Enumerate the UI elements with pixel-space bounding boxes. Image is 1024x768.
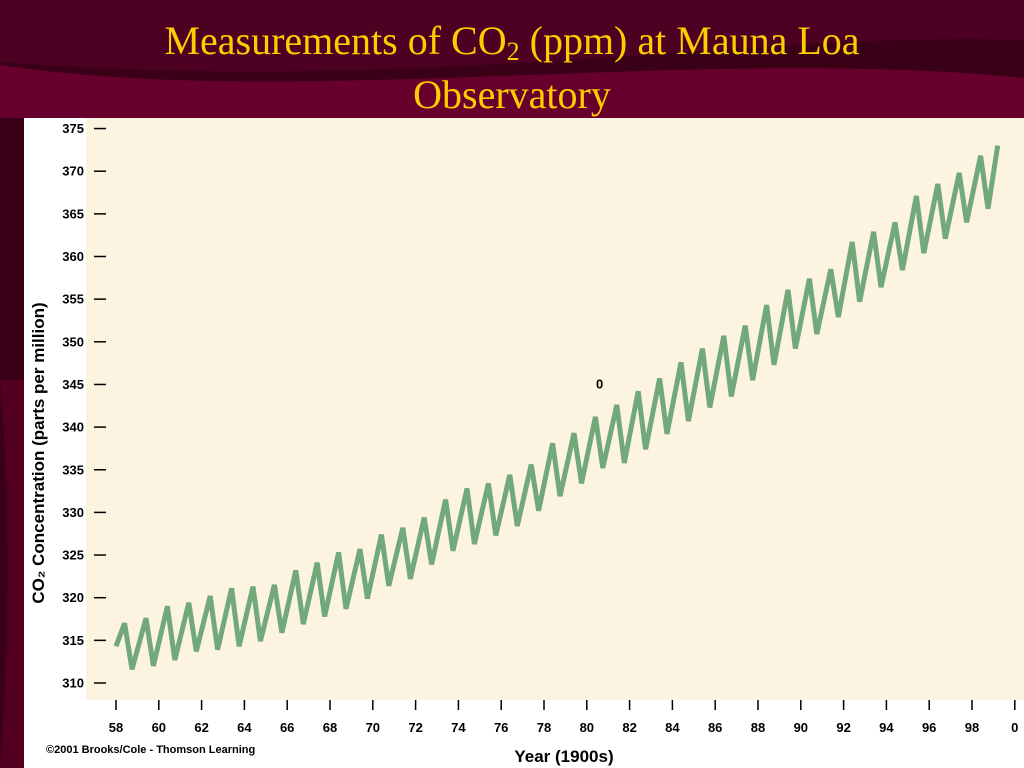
x-tick-label: 80	[580, 720, 594, 735]
y-tick-label: 340	[62, 420, 84, 435]
y-tick-label: 330	[62, 505, 84, 520]
x-tick-label: 92	[836, 720, 850, 735]
annotation-label: 0	[596, 376, 603, 391]
x-tick-label: 68	[323, 720, 337, 735]
series-layer	[113, 145, 1001, 671]
x-tick-label: 84	[665, 720, 680, 735]
x-tick-label: 90	[794, 720, 808, 735]
x-tick-label: 94	[879, 720, 894, 735]
y-tick-label: 365	[62, 206, 84, 221]
title-text-part1: Measurements of CO	[164, 18, 507, 63]
y-tick-label: 375	[62, 121, 84, 136]
plot-area	[86, 118, 1024, 700]
chart-panel: 375 370 365 360 355 350 345 340 335 330 325 320 315 3…	[24, 118, 1024, 768]
y-tick-label: 355	[62, 292, 84, 307]
y-tick-label: 370	[62, 164, 84, 179]
background-swoosh	[0, 0, 1024, 72]
y-tick-label: 310	[62, 676, 84, 691]
x-tick-label: 70	[366, 720, 380, 735]
y-axis: 375 370 365 360 355 350 345 340 335 330 325 320 315 3…	[62, 121, 106, 691]
title-text-part2: (ppm) at Mauna Loa	[519, 18, 860, 63]
x-tick-label: 60	[152, 720, 166, 735]
x-tick-label: 86	[708, 720, 722, 735]
title-line-2: Observatory	[413, 72, 611, 117]
x-tick-label: 82	[622, 720, 636, 735]
x-tick-label: 62	[194, 720, 208, 735]
y-tick-label: 350	[62, 334, 84, 349]
slide-title: Measurements of CO2 (ppm) at Mauna Loa O…	[0, 14, 1024, 122]
x-tick-label: 96	[922, 720, 936, 735]
co2-line-chart: 375 370 365 360 355 350 345 340 335 330 325 320 315 3…	[29, 118, 1024, 766]
x-tick-label: 0	[1011, 720, 1018, 735]
y-axis-title: CO₂ Concentration (parts per million)	[29, 302, 48, 603]
x-tick-label: 74	[451, 720, 466, 735]
x-tick-label: 98	[965, 720, 979, 735]
copyright-text: ©2001 Brooks/Cole - Thomson Learning	[46, 744, 255, 756]
x-axis-title: Year (1900s)	[514, 747, 613, 766]
y-tick-label: 360	[62, 249, 84, 264]
background-band-lower	[0, 380, 24, 768]
x-tick-label: 78	[537, 720, 551, 735]
x-tick-label: 64	[237, 720, 252, 735]
x-axis: 58 60 62 64 66 68 70 72 74 76 78 80 82 84 86 88 90 92 94 96…	[109, 700, 1018, 735]
x-tick-label: 76	[494, 720, 508, 735]
y-tick-label: 335	[62, 462, 84, 477]
x-tick-label: 88	[751, 720, 765, 735]
background-band	[0, 65, 1024, 118]
title-subscript: 2	[506, 37, 520, 66]
x-tick-label: 72	[408, 720, 422, 735]
title-line-1: Measurements of CO2 (ppm) at Mauna Loa	[0, 14, 1024, 68]
y-tick-label: 345	[62, 377, 84, 392]
x-tick-label: 66	[280, 720, 294, 735]
y-tick-label: 320	[62, 590, 84, 605]
x-tick-label: 58	[109, 720, 123, 735]
y-tick-label: 315	[62, 633, 84, 648]
co2-series-line	[113, 145, 1001, 671]
y-tick-label: 325	[62, 548, 84, 563]
